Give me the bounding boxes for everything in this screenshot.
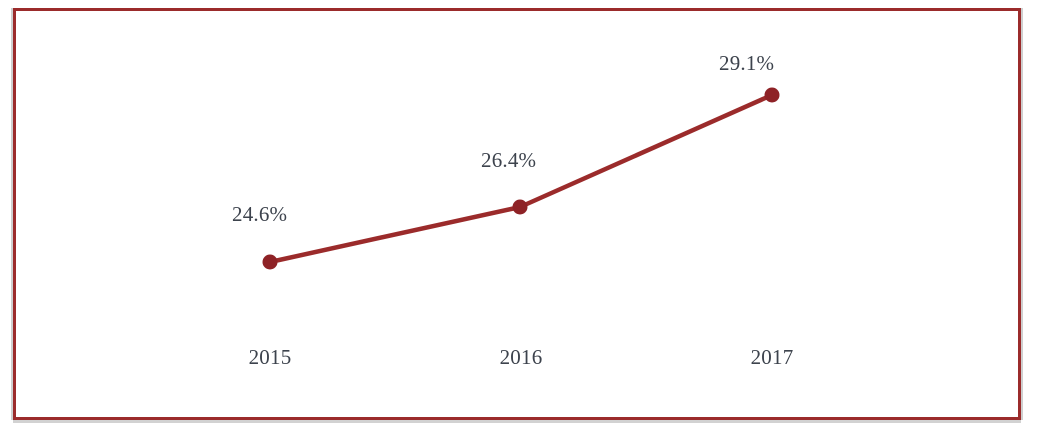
x-axis-label-2016: 2016 <box>499 345 543 369</box>
data-point-marker-2016[interactable] <box>512 199 528 215</box>
data-label-2017: 29.1% <box>719 51 775 75</box>
x-axis-label-2015: 2015 <box>248 345 292 369</box>
x-axis-label-2017: 2017 <box>750 345 794 369</box>
data-label-2016: 26.4% <box>481 148 537 172</box>
chart-border-frame <box>13 8 1021 420</box>
data-label-2015: 24.6% <box>232 202 288 226</box>
data-point-marker-2015[interactable] <box>262 254 278 270</box>
data-line-series-1 <box>267 92 775 265</box>
data-point-marker-2017[interactable] <box>764 87 780 103</box>
